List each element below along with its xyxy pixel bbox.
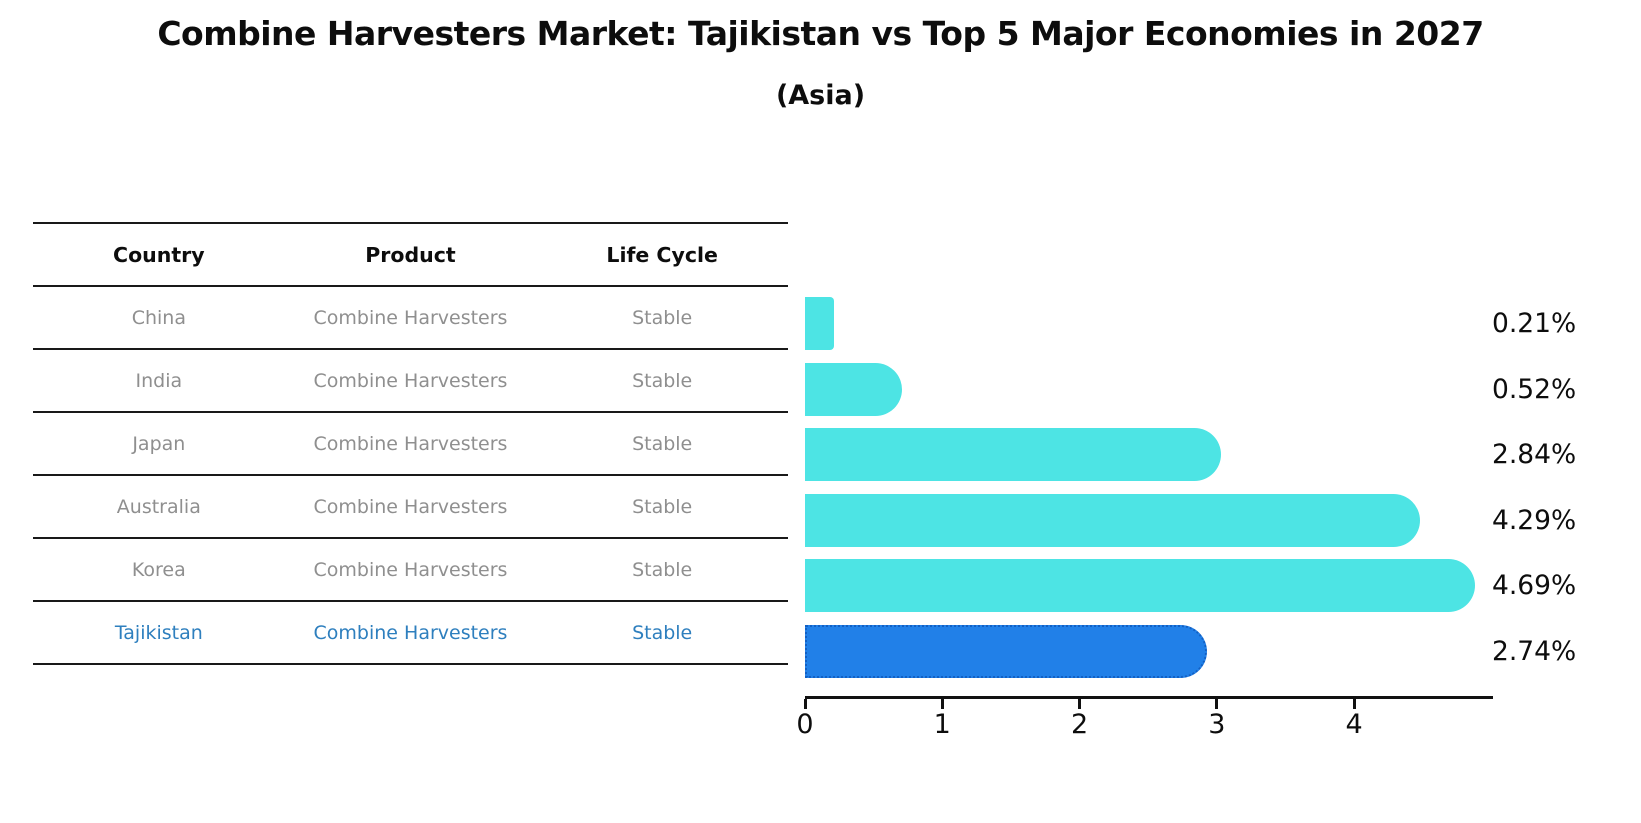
cell-country: China: [33, 286, 285, 350]
cell-life-cycle: Stable: [536, 286, 788, 350]
bar-row: [805, 422, 1490, 488]
x-tick-label: 1: [933, 709, 951, 740]
bar-india: [805, 362, 903, 416]
x-tick: [1352, 699, 1356, 709]
cell-product: Combine Harvesters: [284, 286, 537, 350]
value-label-tajikistan: 2.74%: [1492, 635, 1577, 667]
bar-japan: [805, 428, 1221, 482]
bar-tajikistan: [805, 624, 1208, 678]
x-tick-label: 2: [1070, 709, 1089, 740]
value-label-column: 0.21% 0.52% 2.84% 4.29% 4.69% 2.74%: [1492, 291, 1632, 684]
x-axis-line: [805, 696, 1493, 699]
bar-china: [805, 297, 834, 351]
cell-life-cycle: Stable: [536, 412, 788, 476]
x-tick: [1215, 699, 1219, 709]
table-row-tajikistan: Tajikistan Combine Harvesters Stable: [33, 601, 788, 665]
col-header-country: Country: [33, 222, 285, 287]
x-tick-label: 0: [796, 709, 814, 740]
col-header-life-cycle: Life Cycle: [536, 222, 788, 287]
cell-country: Tajikistan: [33, 601, 285, 665]
bar-row: [805, 291, 1490, 357]
bar-row: [805, 553, 1490, 619]
bar-row: [805, 488, 1490, 554]
bar-australia: [805, 493, 1420, 547]
x-tick: [803, 699, 807, 709]
x-tick-label: 4: [1345, 709, 1363, 740]
value-label-korea: 4.69%: [1492, 570, 1577, 602]
bar-chart: [805, 291, 1490, 684]
value-label-australia: 4.29%: [1492, 504, 1577, 536]
cell-product: Combine Harvesters: [284, 349, 537, 413]
cell-product: Combine Harvesters: [284, 601, 537, 665]
bar-korea: [805, 559, 1475, 613]
table-row-china: China Combine Harvesters Stable: [33, 286, 788, 350]
value-label-china: 0.21%: [1492, 308, 1577, 340]
table-row-australia: Australia Combine Harvesters Stable: [33, 475, 788, 539]
cell-country: Korea: [33, 538, 285, 602]
cell-country: India: [33, 349, 285, 413]
col-header-product: Product: [284, 222, 537, 287]
cell-life-cycle: Stable: [536, 349, 788, 413]
table-header-row: Country Product Life Cycle: [33, 222, 788, 287]
cell-country: Japan: [33, 412, 285, 476]
chart-title: Combine Harvesters Market: Tajikistan vs…: [157, 14, 1484, 53]
table-row-japan: Japan Combine Harvesters Stable: [33, 412, 788, 476]
x-tick-label: 3: [1208, 709, 1226, 740]
table-row-korea: Korea Combine Harvesters Stable: [33, 538, 788, 602]
cell-country: Australia: [33, 475, 285, 539]
cell-product: Combine Harvesters: [284, 412, 537, 476]
country-table: Country Product Life Cycle China Combine…: [33, 222, 788, 665]
cell-life-cycle: Stable: [536, 475, 788, 539]
cell-life-cycle: Stable: [536, 601, 788, 665]
table-row-india: India Combine Harvesters Stable: [33, 349, 788, 413]
cell-life-cycle: Stable: [536, 538, 788, 602]
value-label-japan: 2.84%: [1492, 439, 1577, 471]
bar-row: [805, 619, 1490, 685]
x-tick: [940, 699, 944, 709]
cell-product: Combine Harvesters: [284, 475, 537, 539]
chart-subtitle: (Asia): [775, 80, 866, 111]
value-label-india: 0.52%: [1492, 373, 1577, 405]
x-tick: [1078, 699, 1082, 709]
bar-row: [805, 357, 1490, 423]
cell-product: Combine Harvesters: [284, 538, 537, 602]
